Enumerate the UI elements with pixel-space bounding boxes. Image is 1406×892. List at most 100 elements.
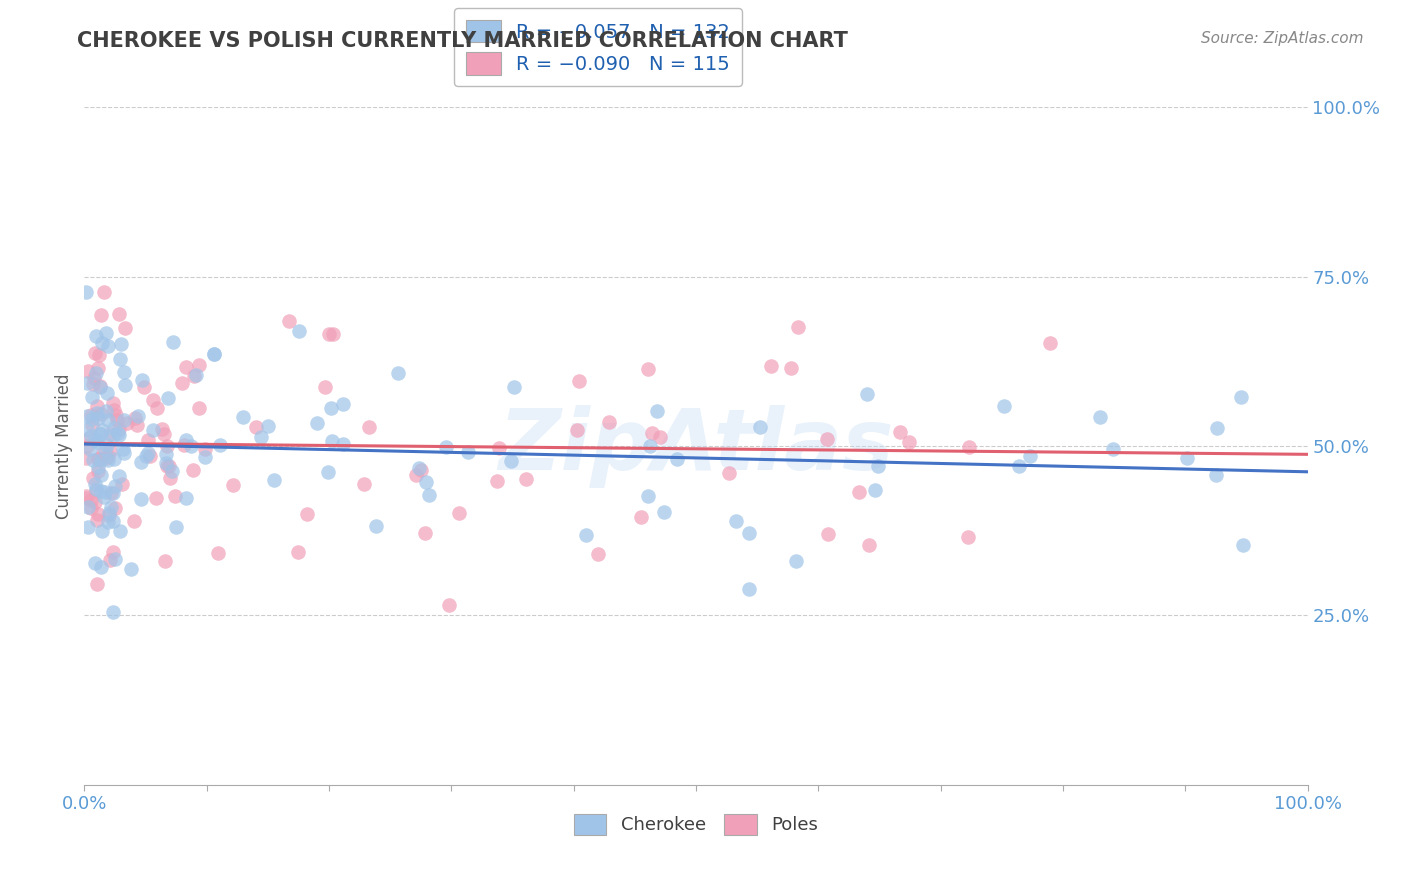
Point xyxy=(90,453,112,467)
Point xyxy=(136,446,159,460)
Text: Source: ZipAtlas.com: Source: ZipAtlas.com xyxy=(1201,31,1364,46)
Point xyxy=(83,477,105,491)
Point xyxy=(84,556,107,570)
Point xyxy=(79,429,101,443)
Point xyxy=(650,430,672,444)
Point xyxy=(856,387,879,401)
Point xyxy=(90,408,112,422)
Point xyxy=(413,525,436,540)
Point xyxy=(86,513,108,527)
Point xyxy=(112,413,135,427)
Point xyxy=(408,460,430,475)
Point xyxy=(84,366,107,380)
Point xyxy=(82,390,104,404)
Point xyxy=(98,553,121,567)
Point xyxy=(250,430,273,444)
Point xyxy=(93,491,115,505)
Point xyxy=(84,433,107,447)
Point xyxy=(155,459,177,474)
Point xyxy=(104,552,127,566)
Point xyxy=(114,378,136,392)
Point xyxy=(94,484,117,499)
Point xyxy=(415,475,437,489)
Point xyxy=(103,451,125,466)
Point xyxy=(321,434,343,448)
Point xyxy=(172,376,194,390)
Point xyxy=(359,420,381,434)
Point xyxy=(76,422,98,436)
Point xyxy=(120,561,142,575)
Point xyxy=(641,426,664,441)
Point xyxy=(165,520,187,534)
Point xyxy=(163,489,186,503)
Point xyxy=(97,449,120,463)
Point xyxy=(155,447,177,461)
Point xyxy=(75,285,97,300)
Point xyxy=(858,538,880,552)
Point xyxy=(630,510,652,524)
Point xyxy=(87,507,110,521)
Point xyxy=(157,391,180,405)
Point xyxy=(1232,538,1254,552)
Point xyxy=(104,409,127,423)
Point xyxy=(86,434,108,449)
Point xyxy=(155,456,177,470)
Point xyxy=(139,449,162,463)
Point xyxy=(77,364,100,378)
Point xyxy=(89,379,111,393)
Point xyxy=(87,452,110,467)
Point xyxy=(93,285,115,300)
Point xyxy=(103,421,125,435)
Point xyxy=(100,500,122,515)
Point xyxy=(108,524,131,539)
Point xyxy=(142,424,165,438)
Point xyxy=(785,554,807,568)
Point xyxy=(75,489,97,503)
Point xyxy=(86,399,108,413)
Point xyxy=(145,491,167,506)
Point xyxy=(332,436,354,450)
Point xyxy=(295,507,318,521)
Point xyxy=(89,380,111,394)
Point xyxy=(98,444,121,458)
Point xyxy=(1205,468,1227,483)
Point xyxy=(485,474,508,488)
Point xyxy=(84,328,107,343)
Point xyxy=(80,500,103,515)
Point xyxy=(90,336,112,351)
Point xyxy=(90,308,112,322)
Point xyxy=(142,392,165,407)
Point xyxy=(132,379,155,393)
Point xyxy=(287,545,309,559)
Point xyxy=(127,409,149,424)
Point xyxy=(103,402,125,417)
Point xyxy=(156,439,179,453)
Point xyxy=(75,451,97,466)
Point xyxy=(637,361,659,376)
Point xyxy=(157,458,180,473)
Point xyxy=(321,401,343,416)
Point xyxy=(502,379,524,393)
Point xyxy=(437,599,460,613)
Point xyxy=(174,433,197,447)
Point xyxy=(779,361,801,376)
Point xyxy=(277,314,299,328)
Point xyxy=(1230,390,1253,404)
Point xyxy=(501,453,523,467)
Point xyxy=(305,416,328,430)
Legend: Cherokee, Poles: Cherokee, Poles xyxy=(565,805,827,844)
Point xyxy=(640,439,662,453)
Point xyxy=(194,442,217,457)
Point xyxy=(112,442,135,456)
Point xyxy=(364,518,387,533)
Point xyxy=(889,425,911,440)
Point xyxy=(817,526,839,541)
Point xyxy=(666,452,689,467)
Point xyxy=(76,376,98,390)
Point xyxy=(263,474,285,488)
Y-axis label: Currently Married: Currently Married xyxy=(55,373,73,519)
Point xyxy=(180,439,202,453)
Point xyxy=(863,483,886,497)
Point xyxy=(738,526,761,541)
Point xyxy=(1039,336,1062,351)
